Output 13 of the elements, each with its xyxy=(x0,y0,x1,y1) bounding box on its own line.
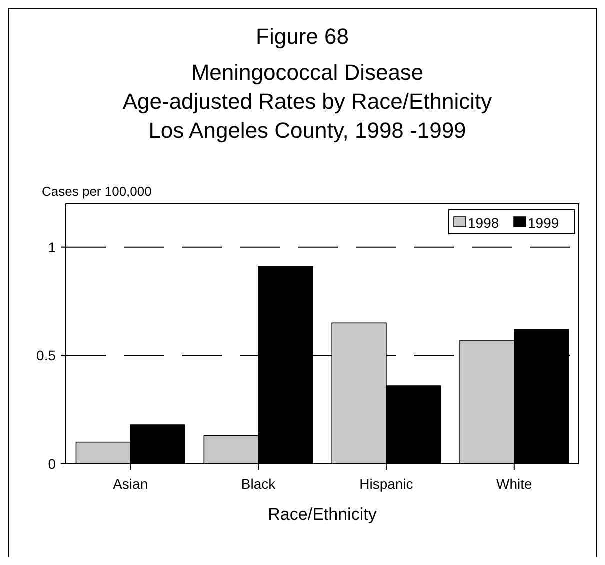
chart-subtitle: Meningococcal Disease Age-adjusted Rates by Race/Ethnicity Los Angeles County, 1998 -1999 xyxy=(122,60,492,143)
y-axis-title: Cases per 100,000 xyxy=(42,184,152,199)
x-tick-label: Black xyxy=(241,476,277,492)
legend-label: 1998 xyxy=(468,215,500,231)
x-tick-label: Asian xyxy=(113,476,148,492)
x-axis-title: Race/Ethnicity xyxy=(268,505,378,524)
chart-title: Figure 68 xyxy=(256,24,349,49)
y-tick-label: 0 xyxy=(48,456,56,472)
x-tick-label: Hispanic xyxy=(360,476,414,492)
legend-label: 1999 xyxy=(528,215,560,231)
y-tick-label: 1 xyxy=(48,239,56,256)
x-tick-label: White xyxy=(496,476,532,492)
y-tick-label: 0.5 xyxy=(36,348,56,364)
